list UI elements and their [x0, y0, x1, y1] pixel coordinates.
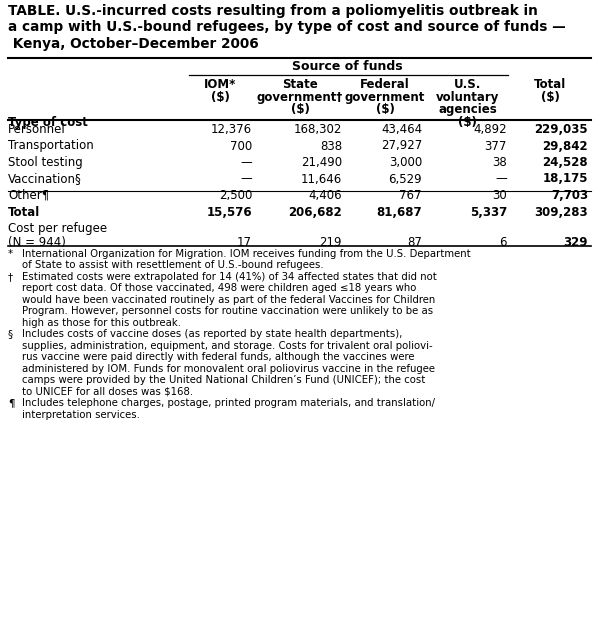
Text: 24,528: 24,528 [542, 156, 588, 169]
Text: Other¶: Other¶ [8, 189, 49, 202]
Text: would have been vaccinated routinely as part of the federal Vaccines for Childre: would have been vaccinated routinely as … [22, 295, 435, 305]
Text: 700: 700 [230, 139, 252, 152]
Text: Includes costs of vaccine doses (as reported by state health departments),: Includes costs of vaccine doses (as repo… [22, 329, 403, 339]
Text: (N = 944): (N = 944) [8, 236, 66, 249]
Text: a camp with U.S.-bound refugees, by type of cost and source of funds —: a camp with U.S.-bound refugees, by type… [8, 20, 565, 35]
Text: 219: 219 [319, 236, 342, 249]
Text: ($): ($) [458, 116, 477, 129]
Text: Source of funds: Source of funds [292, 61, 403, 74]
Text: State: State [282, 79, 318, 92]
Text: —: — [495, 173, 507, 186]
Text: 309,283: 309,283 [534, 206, 588, 219]
Text: 87: 87 [407, 236, 422, 249]
Text: government: government [345, 91, 425, 104]
Text: ($): ($) [376, 103, 394, 116]
Text: high as those for this outbreak.: high as those for this outbreak. [22, 318, 181, 328]
Text: 27,927: 27,927 [381, 139, 422, 152]
Text: report cost data. Of those vaccinated, 498 were children aged ≤18 years who: report cost data. Of those vaccinated, 4… [22, 284, 416, 293]
Text: *: * [8, 249, 13, 259]
Text: Kenya, October–December 2006: Kenya, October–December 2006 [8, 37, 259, 51]
Text: of State to assist with resettlement of U.S.-bound refugees.: of State to assist with resettlement of … [22, 261, 323, 271]
Text: Includes telephone charges, postage, printed program materials, and translation/: Includes telephone charges, postage, pri… [22, 399, 435, 409]
Text: 43,464: 43,464 [381, 123, 422, 136]
Text: ($): ($) [541, 91, 560, 104]
Text: 29,842: 29,842 [542, 139, 588, 152]
Text: TABLE. U.S.-incurred costs resulting from a poliomyelitis outbreak in: TABLE. U.S.-incurred costs resulting fro… [8, 4, 538, 18]
Text: voluntary: voluntary [436, 91, 499, 104]
Text: interpretation services.: interpretation services. [22, 410, 140, 420]
Text: Personnel: Personnel [8, 123, 66, 136]
Text: Type of cost: Type of cost [8, 116, 88, 129]
Text: —: — [240, 156, 252, 169]
Text: 11,646: 11,646 [301, 173, 342, 186]
Text: 838: 838 [320, 139, 342, 152]
Text: 4,406: 4,406 [308, 189, 342, 202]
Text: 15,576: 15,576 [207, 206, 252, 219]
Text: Total: Total [8, 206, 40, 219]
Text: 229,035: 229,035 [534, 123, 588, 136]
Text: agencies: agencies [438, 103, 497, 116]
Text: U.S.: U.S. [454, 79, 481, 92]
Text: IOM*: IOM* [204, 79, 236, 92]
Text: Federal: Federal [360, 79, 410, 92]
Text: to UNICEF for all doses was $168.: to UNICEF for all doses was $168. [22, 387, 193, 397]
Text: 206,682: 206,682 [288, 206, 342, 219]
Text: Cost per refugee: Cost per refugee [8, 222, 107, 235]
Text: Vaccination§: Vaccination§ [8, 173, 81, 186]
Text: 4,892: 4,892 [473, 123, 507, 136]
Text: government†: government† [257, 91, 343, 104]
Text: administered by IOM. Funds for monovalent oral poliovirus vaccine in the refugee: administered by IOM. Funds for monovalen… [22, 364, 435, 374]
Text: Estimated costs were extrapolated for 14 (41%) of 34 affected states that did no: Estimated costs were extrapolated for 14… [22, 272, 437, 282]
Text: 6: 6 [500, 236, 507, 249]
Text: 3,000: 3,000 [389, 156, 422, 169]
Text: camps were provided by the United National Children’s Fund (UNICEF); the cost: camps were provided by the United Nation… [22, 376, 425, 386]
Text: 81,687: 81,687 [376, 206, 422, 219]
Text: Stool testing: Stool testing [8, 156, 83, 169]
Text: 17: 17 [237, 236, 252, 249]
Text: 2,500: 2,500 [219, 189, 252, 202]
Text: 21,490: 21,490 [301, 156, 342, 169]
Text: International Organization for Migration. IOM receives funding from the U.S. Dep: International Organization for Migration… [22, 249, 471, 259]
Text: ($): ($) [291, 103, 310, 116]
Text: —: — [240, 173, 252, 186]
Text: 377: 377 [485, 139, 507, 152]
Text: 12,376: 12,376 [211, 123, 252, 136]
Text: Total: Total [534, 79, 567, 92]
Text: ($): ($) [211, 91, 229, 104]
Text: §: § [8, 329, 13, 339]
Text: 30: 30 [492, 189, 507, 202]
Text: 18,175: 18,175 [543, 173, 588, 186]
Text: 329: 329 [564, 236, 588, 249]
Text: rus vaccine were paid directly with federal funds, although the vaccines were: rus vaccine were paid directly with fede… [22, 352, 415, 363]
Text: supplies, administration, equipment, and storage. Costs for trivalent oral polio: supplies, administration, equipment, and… [22, 341, 432, 351]
Text: Transportation: Transportation [8, 139, 94, 152]
Text: ¶: ¶ [8, 399, 14, 409]
Text: 6,529: 6,529 [388, 173, 422, 186]
Text: 5,337: 5,337 [470, 206, 507, 219]
Text: 7,703: 7,703 [551, 189, 588, 202]
Text: Program. However, personnel costs for routine vaccination were unlikely to be as: Program. However, personnel costs for ro… [22, 306, 433, 316]
Text: 767: 767 [400, 189, 422, 202]
Text: 38: 38 [492, 156, 507, 169]
Text: †: † [8, 272, 13, 282]
Text: 168,302: 168,302 [294, 123, 342, 136]
